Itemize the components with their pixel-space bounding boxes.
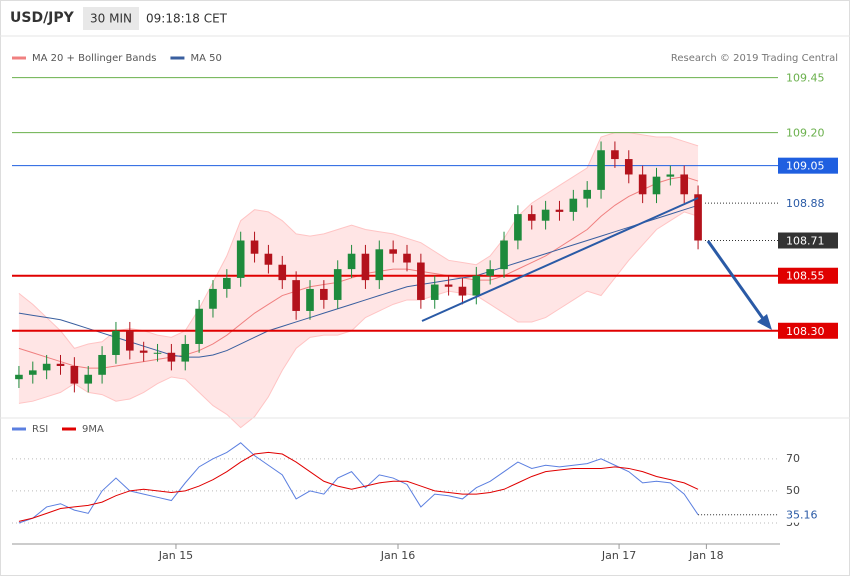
candle-body: [70, 365, 79, 384]
candle-body: [167, 352, 176, 362]
arrow-head: [757, 314, 772, 330]
symbol: USD/JPY: [10, 10, 75, 26]
candle-body: [153, 352, 162, 354]
legend-label: MA 50: [190, 53, 221, 64]
candle-body: [292, 280, 300, 311]
candle-body: [361, 253, 370, 281]
candle-body: [680, 174, 689, 195]
y-tick-label: 50: [786, 484, 800, 497]
level-label: 108.30: [786, 325, 825, 338]
candle-body: [375, 249, 384, 281]
legend-label: 9MA: [82, 424, 104, 435]
candle-body: [403, 253, 411, 263]
candle-body: [195, 308, 203, 344]
current-rsi-box: [778, 506, 838, 523]
timeframe: 30 MIN: [90, 12, 132, 26]
current-rsi-label: 35.16: [786, 509, 818, 522]
candle-body: [624, 159, 633, 175]
candle-body: [444, 284, 453, 287]
forecast-arrow: [706, 240, 766, 321]
candle-body: [583, 189, 592, 199]
candle-body: [320, 288, 328, 300]
y-tick-label: 70: [786, 452, 800, 465]
candle-body: [84, 374, 93, 384]
level-label: 109.05: [786, 160, 825, 173]
legend-label: RSI: [32, 424, 48, 435]
candle-body: [250, 240, 259, 254]
candle-body: [417, 262, 425, 300]
candle-body: [389, 249, 397, 254]
candle-body: [278, 264, 287, 281]
candle-body: [223, 277, 231, 289]
candle-body: [125, 330, 134, 351]
level-box: [778, 69, 838, 86]
candle-body: [56, 363, 65, 366]
trend-line: [421, 197, 699, 322]
series-line: [18, 442, 699, 524]
candle-body: [694, 194, 702, 241]
level-label: 109.20: [786, 127, 825, 140]
candle-body: [500, 240, 508, 270]
level-box: [778, 124, 838, 141]
series-line: [18, 451, 699, 522]
candle-body: [28, 370, 37, 375]
candle-body: [458, 286, 467, 296]
candle-body: [98, 354, 106, 375]
candle-body: [112, 330, 120, 355]
candle-body: [236, 240, 245, 278]
bollinger-upper: [18, 132, 699, 349]
legend-label: MA 20 + Bollinger Bands: [32, 53, 156, 64]
candle-body: [139, 350, 148, 353]
x-tick-label: Jan 15: [158, 549, 193, 562]
candle-body: [569, 198, 578, 212]
candle-body: [638, 174, 647, 195]
x-tick-label: Jan 18: [688, 549, 723, 562]
credit: Research © 2019 Trading Central: [671, 53, 838, 64]
timeframe-box: [83, 7, 139, 30]
level-box: [778, 322, 838, 339]
candle-body: [430, 284, 439, 300]
candle-body: [42, 363, 51, 371]
level-label: 109.45: [786, 72, 825, 85]
candle-body: [264, 253, 273, 265]
level-box: [778, 157, 838, 174]
level-box: [778, 195, 838, 212]
candle-body: [555, 209, 564, 212]
candle-body: [347, 253, 356, 270]
candle-body: [597, 150, 605, 190]
candle-body: [306, 288, 314, 311]
level-label: 108.88: [786, 197, 825, 210]
candle-body: [527, 214, 536, 221]
candle-body: [486, 269, 494, 276]
clock: 09:18:18 CET: [146, 12, 228, 26]
candle-body: [541, 209, 550, 221]
candle-body: [333, 269, 342, 300]
candle-body: [209, 288, 217, 309]
candle-body: [15, 374, 23, 380]
candle-body: [514, 214, 522, 241]
candle-body: [611, 150, 619, 160]
level-box: [778, 267, 838, 284]
current-price-label: 108.71: [786, 235, 825, 248]
bollinger-lower: [18, 211, 699, 429]
current-price-box: [778, 232, 838, 249]
candle-body: [472, 275, 481, 296]
level-label: 108.55: [786, 270, 825, 283]
candle-body: [652, 176, 661, 195]
x-tick-label: Jan 17: [601, 549, 636, 562]
candle-body: [181, 343, 190, 362]
x-tick-label: Jan 16: [380, 549, 415, 562]
candle-body: [666, 174, 675, 177]
